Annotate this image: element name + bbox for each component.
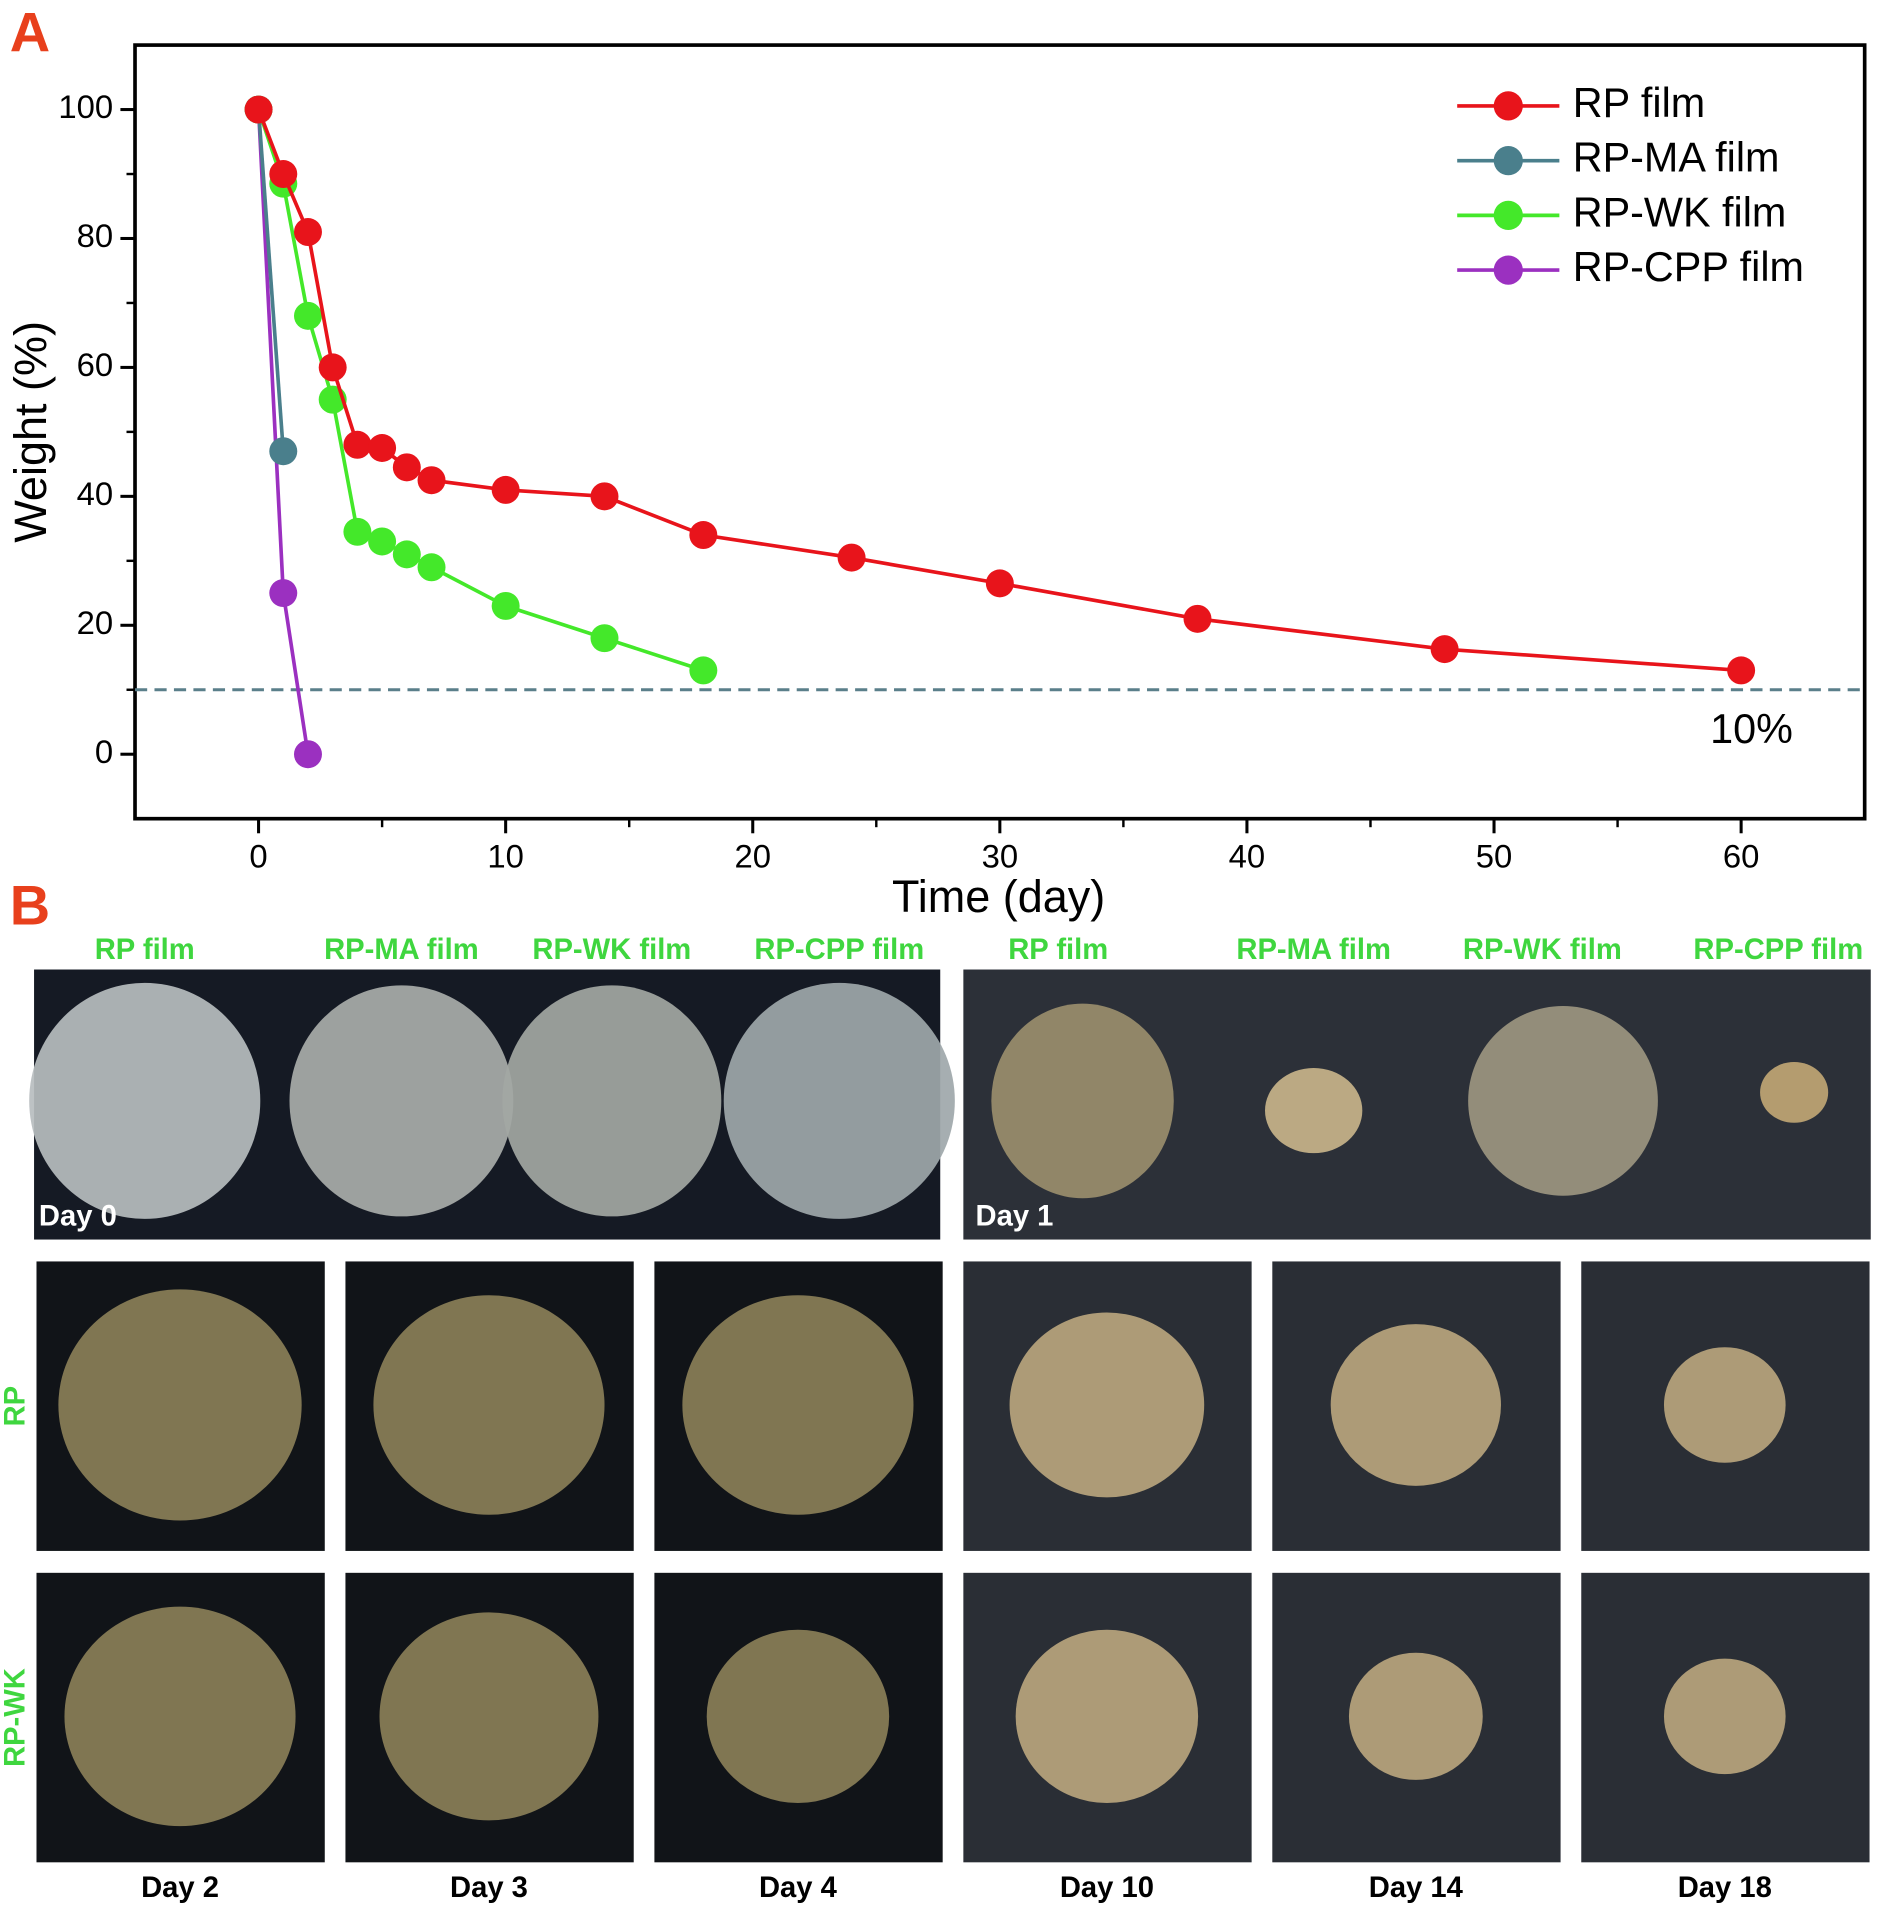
y-tick-label: 100 [58,88,113,125]
film-sample [1330,1324,1501,1486]
film-sample [29,982,261,1219]
legend-label: RP-WK film [1573,189,1787,235]
legend-label: RP-CPP film [1573,244,1804,290]
photo-column-label: RP film [95,934,195,966]
film-sample [991,1003,1174,1199]
photo-row-label: RP-WK [0,1668,32,1767]
data-point [269,437,298,466]
legend-marker [1493,91,1523,121]
film-sample [1009,1312,1205,1498]
data-point [837,543,866,572]
data-point [417,466,446,495]
day-label: Day 18 [1678,1872,1772,1904]
legend-marker [1493,200,1523,230]
data-point [368,527,397,556]
photo-column-label: RP film [1008,934,1108,966]
data-point [343,430,372,459]
x-tick-label: 40 [1229,837,1266,874]
data-point [689,656,718,685]
day-label: Day 1 [976,1200,1054,1232]
legend-label: RP film [1573,80,1705,126]
data-point [1183,604,1212,633]
photo-column-label: RP-MA film [324,934,479,966]
y-tick-label: 20 [77,604,114,641]
film-sample [1760,1061,1829,1123]
data-point [318,353,347,382]
day-label: Day 10 [1060,1872,1154,1904]
film-sample [64,1606,296,1827]
x-tick-label: 0 [249,837,267,874]
film-sample [1663,1658,1786,1775]
film-sample [1265,1068,1363,1154]
day-label: Day 0 [39,1200,117,1232]
film-sample [58,1289,302,1521]
day-label: Day 14 [1369,1872,1464,1904]
data-point [590,624,619,653]
y-tick-label: 80 [77,217,114,254]
y-tick-label: 60 [77,346,114,383]
data-point [269,579,298,608]
film-sample [289,985,514,1217]
film-sample [706,1629,890,1804]
legend-marker [1493,146,1523,176]
y-tick-label: 40 [77,475,114,512]
film-sample [1663,1347,1786,1463]
film-sample [502,985,722,1217]
data-point [392,453,421,482]
photo-column-label: RP-WK film [532,934,691,966]
photo-column-label: RP-CPP film [754,934,924,966]
reference-label: 10% [1710,706,1793,752]
panel-label: B [10,874,50,937]
data-point [244,95,273,124]
film-sample [1015,1629,1199,1804]
data-point [590,482,619,511]
x-axis-label: Time (day) [892,871,1105,922]
day-label: Day 4 [759,1872,838,1904]
data-point [1430,635,1459,664]
data-point [985,569,1014,598]
film-sample [379,1612,599,1821]
x-tick-label: 60 [1723,837,1760,874]
data-point [491,475,520,504]
data-point [392,540,421,569]
x-tick-label: 30 [982,837,1019,874]
photo-column-label: RP-CPP film [1693,934,1863,966]
y-tick-label: 0 [95,733,113,770]
data-point [491,591,520,620]
data-point [293,218,322,247]
x-tick-label: 50 [1476,837,1513,874]
data-point [293,740,322,769]
x-tick-label: 10 [487,837,524,874]
legend-marker [1493,255,1523,285]
data-point [343,517,372,546]
photo-row-label: RP [0,1386,32,1427]
legend-label: RP-MA film [1573,135,1780,181]
data-point [689,521,718,550]
film-sample [1348,1652,1483,1780]
data-point [417,553,446,582]
series-line [256,108,1742,673]
data-point [368,434,397,462]
y-axis-label: Weight (%) [5,321,56,543]
data-point [1727,656,1756,685]
series-line [256,109,286,452]
film-sample [682,1295,914,1515]
film-sample [373,1295,605,1515]
photo-column-label: RP-MA film [1236,934,1391,966]
photo-column-label: RP-WK film [1463,934,1622,966]
data-point [293,301,322,330]
panel-label: A [10,0,50,63]
day-label: Day 2 [141,1872,219,1904]
film-sample [1468,1006,1658,1196]
film-sample [723,982,955,1219]
x-tick-label: 20 [734,837,771,874]
data-point [269,160,298,189]
day-label: Day 3 [450,1872,528,1904]
